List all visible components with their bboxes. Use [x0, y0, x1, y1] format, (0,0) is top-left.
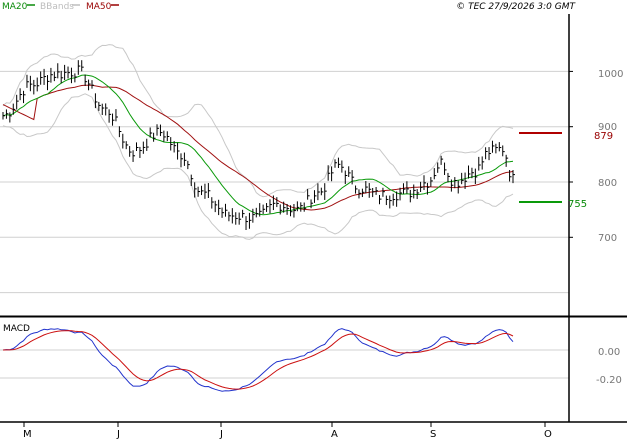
legend-bbands: BBands — [40, 2, 74, 12]
macd-line — [2, 328, 514, 392]
bband-upper-line — [2, 44, 514, 198]
chart-frame — [0, 14, 627, 427]
ma20-marker-value: 755 — [568, 199, 587, 210]
legend-ma50: MA50 — [86, 2, 112, 12]
bollinger-bands — [2, 44, 514, 240]
x-tick-label-j1: J — [116, 429, 120, 440]
y-tick-label-700: 700 — [598, 233, 617, 244]
macd-title: MACD — [3, 324, 30, 334]
price-bars — [2, 60, 515, 230]
macd-lines — [2, 328, 514, 392]
copyright-text: © TEC 27/9/2026 3:0 GMT — [456, 2, 576, 12]
x-tick-label-o: O — [544, 429, 552, 440]
macd-grid — [0, 349, 569, 379]
bband-lower-line — [2, 93, 514, 240]
y-tick-label-800: 800 — [598, 178, 617, 189]
x-tick-label-s: S — [430, 429, 436, 440]
x-tick-label-a: A — [331, 429, 338, 440]
ma50-marker-value: 879 — [594, 131, 613, 142]
legend-ma20: MA20 — [2, 2, 28, 12]
y-tick-label-900: 900 — [598, 122, 617, 133]
macd-signal-line — [2, 330, 514, 390]
ma50-line — [2, 84, 514, 211]
y-tick-label-1000: 1000 — [598, 69, 623, 80]
x-tick-label-m: M — [23, 429, 32, 440]
x-tick-label-j2: J — [219, 429, 223, 440]
macd-y-tick-label-0: 0.00 — [598, 347, 620, 358]
macd-y-tick-label-neg020: -0.20 — [596, 375, 622, 386]
main-grid — [0, 70, 569, 294]
